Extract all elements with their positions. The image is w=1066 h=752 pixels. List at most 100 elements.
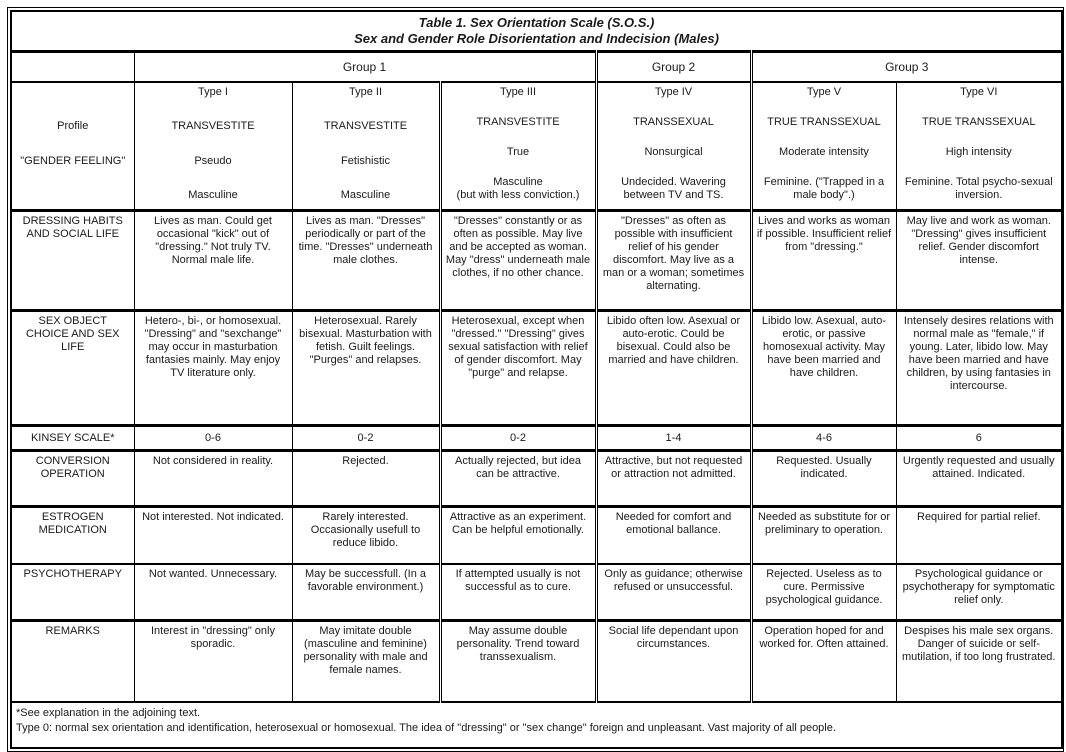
group-2-header: Group 2 — [594, 50, 751, 82]
group-header-row: Group 1 Group 2 Group 3 — [11, 50, 1063, 82]
table-cell: Urgently requested and usually attained.… — [895, 449, 1063, 507]
title-row: Table 1. Sex Orientation Scale (S.O.S.) … — [11, 11, 1062, 52]
type-name: TRANSSEXUAL — [633, 116, 714, 128]
profile-row: Profile "GENDER FEELING" Type I TRANSVES… — [11, 81, 1063, 211]
gender-feeling-label: "GENDER FEELING" — [20, 154, 126, 167]
table-row-kinsey-scale: KINSEY SCALE* 0-6 0-2 0-2 1-4 4-6 6 — [11, 424, 1063, 451]
type-name: TRUE TRANSSEXUAL — [767, 116, 881, 128]
table-cell: Rarely interested. Occasionally usefull … — [291, 505, 440, 564]
table-cell: "Dresses" as often as possible with insu… — [594, 209, 751, 311]
row-label: REMARKS — [11, 619, 134, 702]
type-gender-feeling: Masculine (but with less conviction.) — [456, 176, 580, 201]
table-cell: Requested. Usually indicated. — [749, 449, 896, 507]
table-cell: Rejected. Useless as to cure. Permissive… — [749, 563, 896, 621]
table-cell: Libido often low. Asexual or auto-erotic… — [594, 309, 751, 426]
table-cell: 4-6 — [749, 424, 896, 451]
table-cell: 0-6 — [133, 424, 292, 451]
type-number: Type I — [198, 86, 228, 98]
row-label: DRESSING HABITS AND SOCIAL LIFE — [11, 209, 134, 311]
footnote-asterisk: *See explanation in the adjoining text. — [16, 707, 201, 719]
group-3-header: Group 3 — [749, 50, 1063, 82]
table-cell: May be successfull. (In a favorable envi… — [291, 563, 440, 621]
type-subtype: High intensity — [945, 146, 1012, 158]
title-cell: Table 1. Sex Orientation Scale (S.O.S.) … — [11, 11, 1062, 52]
type-subtype: True — [506, 146, 530, 158]
profile-label-spacer-bottom — [16, 189, 130, 202]
table-cell: Rejected. — [291, 449, 440, 507]
type-number: Type II — [348, 86, 383, 98]
type-gender-feeling: Feminine. Total psycho-sexual inversion. — [904, 176, 1053, 201]
profile-cell-type2: Type II TRANSVESTITE Fetishistic Masculi… — [291, 81, 440, 211]
table-cell: Libido low. Asexual, auto-erotic, or pas… — [749, 309, 896, 426]
table-cell: May assume double personality. Trend tow… — [438, 619, 596, 702]
type-name: TRUE TRANSSEXUAL — [922, 116, 1036, 128]
table-cell: Heterosexual, except when "dressed." "Dr… — [438, 309, 596, 426]
profile-cell-type5: Type V TRUE TRANSSEXUAL Moderate intensi… — [749, 81, 896, 211]
table-cell: Lives as man. Could get occasional "kick… — [133, 209, 292, 311]
table-cell: Not interested. Not indicated. — [133, 505, 292, 564]
profile-cell-type6: Type VI TRUE TRANSSEXUAL High intensity … — [895, 81, 1063, 211]
table-cell: Lives as man. "Dresses" periodically or … — [291, 209, 440, 311]
table-row-psychotherapy: PSYCHOTHERAPY Not wanted. Unnecessary. M… — [11, 563, 1063, 621]
type-subtype: Fetishistic — [341, 154, 390, 167]
table-cell: "Dresses" constantly or as often as poss… — [438, 209, 596, 311]
type-number: Type V — [806, 86, 842, 98]
scanned-table-page: Table 1. Sex Orientation Scale (S.O.S.) … — [7, 7, 1064, 752]
profile-label: Profile — [57, 120, 89, 133]
type-number: Type VI — [960, 86, 998, 98]
footnote-cell: *See explanation in the adjoining text. … — [11, 701, 1063, 748]
row-label: KINSEY SCALE* — [11, 424, 134, 451]
row-label: CONVERSION OPERATION — [11, 449, 134, 507]
table-row-remarks: REMARKS Interest in "dressing" only spor… — [11, 619, 1063, 702]
table-cell: Attractive, but not requested or attract… — [594, 449, 751, 507]
type-name: TRANSVESTITE — [323, 120, 408, 133]
row-label: PSYCHOTHERAPY — [11, 563, 134, 621]
type-gender-feeling: Masculine — [340, 188, 391, 201]
type-gender-feeling: Undecided. Wavering between TV and TS. — [621, 176, 726, 201]
type-subtype: Pseudo — [194, 154, 232, 167]
profile-cell-type3: Type III TRANSVESTITE True Masculine (bu… — [438, 81, 596, 211]
group-1-header: Group 1 — [133, 50, 596, 82]
footnote-type0: Type 0: normal sex orientation and ident… — [16, 722, 836, 734]
table-cell: Heterosexual. Rarely bisexual. Masturbat… — [291, 309, 440, 426]
table-cell: 6 — [895, 424, 1063, 451]
profile-cell-type1: Type I TRANSVESTITE Pseudo Masculine — [133, 81, 292, 211]
type-number: Type IV — [654, 86, 693, 98]
sos-table: Table 1. Sex Orientation Scale (S.O.S.) … — [10, 10, 1064, 749]
table-subtitle: Sex and Gender Role Disorientation and I… — [354, 31, 719, 46]
profile-row-label: Profile "GENDER FEELING" — [11, 81, 134, 211]
table-row-estrogen-medication: ESTROGEN MEDICATION Not interested. Not … — [11, 505, 1063, 564]
type-name: TRANSVESTITE — [476, 116, 560, 128]
table-cell: Attractive as an experiment. Can be help… — [438, 505, 596, 564]
table-cell: May live and work as woman. "Dressing" g… — [895, 209, 1063, 311]
table-cell: Despises his male sex organs. Danger of … — [895, 619, 1063, 702]
type-subtype: Moderate intensity — [779, 146, 869, 158]
table-cell: Not wanted. Unnecessary. — [133, 563, 292, 621]
table-cell: Hetero-, bi-, or homosexual. "Dressing" … — [133, 309, 292, 426]
type-gender-feeling: Masculine — [188, 188, 238, 201]
table-cell: May imitate double (masculine and femini… — [291, 619, 440, 702]
type-gender-feeling: Feminine. ("Trapped in a male body".) — [763, 176, 885, 201]
table-row-conversion-operation: CONVERSION OPERATION Not considered in r… — [11, 449, 1063, 507]
table-row-dressing-habits: DRESSING HABITS AND SOCIAL LIFE Lives as… — [11, 209, 1063, 311]
table-cell: Interest in "dressing" only sporadic. — [133, 619, 292, 702]
table-cell: Lives and works as woman if possible. In… — [749, 209, 896, 311]
table-cell: If attempted usually is not successful a… — [438, 563, 596, 621]
row-label: ESTROGEN MEDICATION — [11, 505, 134, 564]
table-cell: Operation hoped for and worked for. Ofte… — [749, 619, 896, 702]
group-header-spacer — [11, 50, 134, 82]
table-cell: Intensely desires relations with normal … — [895, 309, 1063, 426]
table-cell: Needed as substitute for or preliminary … — [749, 505, 896, 564]
type-number: Type III — [499, 86, 537, 98]
table-cell: Social life dependant upon circumstances… — [594, 619, 751, 702]
profile-cell-type4: Type IV TRANSSEXUAL Nonsurgical Undecide… — [594, 81, 751, 211]
table-cell: Actually rejected, but idea can be attra… — [438, 449, 596, 507]
type-subtype: Nonsurgical — [644, 146, 703, 158]
table-title: Table 1. Sex Orientation Scale (S.O.S.) — [418, 15, 655, 30]
table-cell: 0-2 — [438, 424, 596, 451]
type-name: TRANSVESTITE — [171, 120, 255, 133]
row-label: SEX OBJECT CHOICE AND SEX LIFE — [11, 309, 134, 426]
table-row-sex-object-choice: SEX OBJECT CHOICE AND SEX LIFE Hetero-, … — [11, 309, 1063, 426]
table-cell: Psychological guidance or psychotherapy … — [895, 563, 1063, 621]
footnote-row: *See explanation in the adjoining text. … — [11, 701, 1063, 748]
